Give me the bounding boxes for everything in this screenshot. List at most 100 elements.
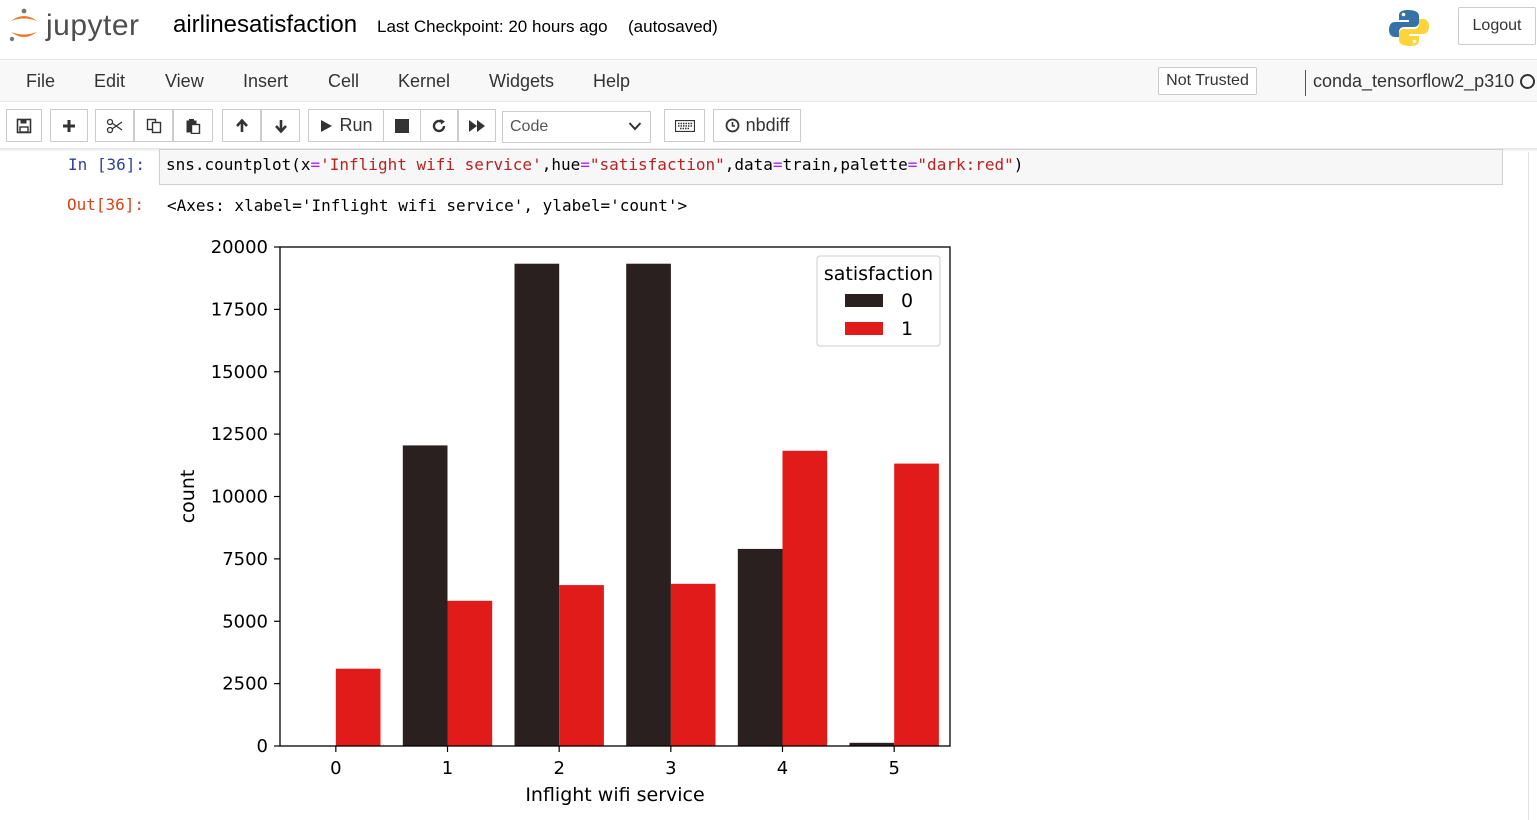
autosave-status: (autosaved) [628, 17, 718, 36]
checkpoint-status: Last Checkpoint: 20 hours ago [377, 17, 608, 36]
jupyter-logo[interactable]: jupyter [8, 6, 140, 46]
bar-0-series-1 [335, 668, 381, 746]
legend-title: satisfaction [824, 263, 933, 285]
bar-4-series-0 [737, 548, 783, 746]
cell-type-value: Code [510, 118, 549, 135]
countplot-chart: 0 2500 5000 7500 10000 12500 15000 17500 20000 0 1… [177, 237, 951, 806]
arrow-down-icon [274, 119, 287, 133]
paste-button[interactable] [173, 109, 213, 142]
code-token: ,data [724, 155, 773, 174]
kernel-divider [1305, 70, 1306, 96]
menu-view[interactable]: View [165, 71, 204, 91]
run-button[interactable]: Run [308, 109, 384, 142]
menu-help[interactable]: Help [593, 71, 631, 91]
menu-kernel[interactable]: Kernel [398, 71, 451, 91]
x-tick-label: 1 [442, 758, 453, 779]
arrow-up-icon [235, 118, 248, 132]
bar-3-series-0 [626, 263, 671, 746]
keyboard-icon [674, 119, 695, 132]
y-tick-label: 0 [257, 736, 268, 757]
code-operator: = [772, 155, 783, 174]
interrupt-button[interactable] [383, 109, 421, 142]
legend-swatch-1 [845, 322, 883, 335]
save-button[interactable] [6, 109, 42, 142]
kernel-name[interactable]: conda_tensorflow2_p310 [1313, 71, 1515, 91]
code-string: "dark:red" [917, 155, 1014, 174]
copy-button[interactable] [134, 109, 173, 142]
stop-icon [395, 118, 409, 133]
x-tick-label: 4 [777, 758, 788, 779]
legend-label-1: 1 [901, 318, 913, 340]
restart-icon [432, 118, 446, 132]
code-editor[interactable]: sns.countplot(x='Inflight wifi service',… [159, 149, 1503, 185]
fast-forward-icon [469, 119, 485, 132]
x-axis-label: Inflight wifi service [525, 784, 704, 806]
y-tick-label: 12500 [211, 424, 268, 445]
code-string: 'Inflight wifi service' [320, 155, 542, 174]
menu-file[interactable]: File [26, 71, 56, 91]
bar-3-series-1 [670, 583, 716, 746]
menu-widgets[interactable]: Widgets [489, 71, 555, 91]
y-tick-label: 20000 [211, 237, 268, 258]
play-icon [321, 119, 333, 132]
menu-cell[interactable]: Cell [328, 71, 360, 91]
y-tick-label: 5000 [222, 611, 268, 632]
python-logo-icon [1388, 8, 1430, 53]
input-prompt: In [36]: [68, 155, 146, 174]
x-tick-label: 2 [553, 758, 564, 779]
bar-4-series-1 [782, 450, 828, 746]
copy-icon [146, 118, 161, 133]
clock-icon [725, 118, 740, 133]
insert-cell-button[interactable] [50, 109, 88, 142]
y-tick-label: 10000 [211, 487, 268, 508]
code-token: sns.countplot(x [166, 155, 311, 174]
logo-text: jupyter [46, 9, 140, 42]
output-prompt: Out[36]: [67, 195, 145, 214]
x-tick-label: 3 [665, 758, 676, 779]
scrollbar-track[interactable] [1528, 152, 1537, 820]
nbdiff-button[interactable]: nbdiff [713, 109, 801, 142]
logout-button[interactable]: Logout [1458, 7, 1536, 45]
legend-swatch-0 [845, 294, 883, 307]
y-axis-label: count [177, 470, 199, 524]
move-up-button[interactable] [222, 109, 261, 142]
code-token: ) [1013, 155, 1024, 174]
paste-icon [186, 118, 201, 134]
bar-2-series-0 [514, 263, 560, 746]
save-icon [16, 118, 32, 133]
run-label: Run [339, 115, 373, 135]
code-operator: = [907, 155, 918, 174]
menubar: File Edit View Insert Cell Kernel Widget… [0, 59, 1537, 102]
y-tick-label: 7500 [222, 549, 268, 570]
restart-run-all-button[interactable] [458, 109, 496, 142]
y-tick-label: 17500 [211, 299, 268, 320]
bar-5-series-1 [894, 463, 939, 746]
cell-type-select[interactable]: Code [502, 111, 651, 143]
cut-button[interactable] [95, 109, 134, 142]
move-down-button[interactable] [261, 109, 300, 142]
command-palette-button[interactable] [664, 109, 705, 142]
menu-insert[interactable]: Insert [243, 71, 289, 91]
y-tick-label: 15000 [211, 362, 268, 383]
bar-5-series-0 [849, 742, 895, 746]
legend-label-0: 0 [901, 290, 913, 312]
jupyter-logo-icon [9, 8, 37, 42]
bar-2-series-1 [559, 585, 604, 746]
kernel-idle-icon [1520, 74, 1535, 89]
restart-kernel-button[interactable] [420, 109, 458, 142]
notebook-name[interactable]: airlinesatisfaction [173, 11, 358, 38]
scissors-icon [106, 118, 122, 133]
y-tick-label: 2500 [222, 674, 268, 695]
plus-icon [63, 119, 75, 132]
code-operator: = [310, 155, 321, 174]
trust-button[interactable]: Not Trusted [1158, 67, 1257, 95]
header: jupyter airlinesatisfaction Last Checkpo… [0, 0, 1537, 58]
x-tick-label: 0 [330, 758, 341, 779]
menu-edit[interactable]: Edit [94, 71, 126, 91]
bar-1-series-0 [402, 445, 448, 746]
x-tick-label: 5 [888, 758, 899, 779]
nbdiff-label: nbdiff [745, 115, 790, 135]
bar-1-series-1 [447, 600, 493, 746]
toolbar: Run Code nbdiff [0, 103, 1537, 149]
code-token: ,hue [541, 155, 581, 174]
